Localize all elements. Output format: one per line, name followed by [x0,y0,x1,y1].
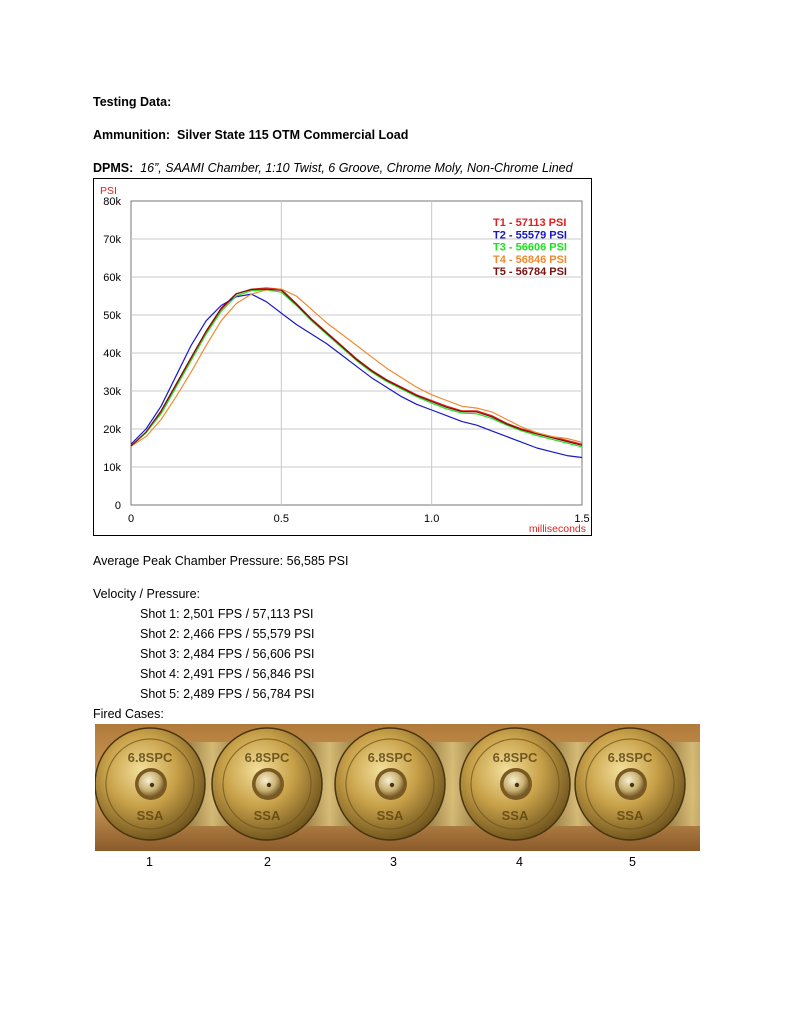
legend-entry-2: T2 - 55579 PSI [493,229,567,241]
y-tick-label: 0 [115,500,121,512]
x-tick-label: 0 [128,513,134,525]
y-tick-label: 40k [103,348,121,360]
firing-pin-mark [266,782,272,788]
case-number-4: 4 [516,855,523,869]
y-tick-label: 60k [103,272,121,284]
legend-entry-5: T5 - 56784 PSI [493,266,567,278]
y-tick-label: 20k [103,424,121,436]
case-ring [105,738,195,830]
headstamp-maker: SSA [377,808,404,823]
firing-pin-mark [389,782,395,788]
case-number-1: 1 [146,855,153,869]
shot-line-1: Shot 1: 2,501 FPS / 57,113 PSI [140,607,314,621]
headstamp-caliber: 6.8SPC [128,750,173,765]
headstamp-caliber: 6.8SPC [245,750,290,765]
headstamp-maker: SSA [254,808,281,823]
ammunition-label: Ammunition: [93,128,171,142]
average-pressure: Average Peak Chamber Pressure: 56,585 PS… [93,554,349,568]
pressure-chart-svg: 0 10k 20k 30k 40k 50k 60k 70k 80k 0 0.5 1.0 1.5 PSI mi… [100,185,590,535]
case-ring [585,738,675,830]
pressure-chart: 0 10k 20k 30k 40k 50k 60k 70k 80k 0 0.5 1.0 1.5 PSI mi… [93,178,592,536]
headstamp-caliber: 6.8SPC [493,750,538,765]
legend-entry-4: T4 - 56846 PSI [493,254,567,266]
cases-group: 6.8SPCSSA6.8SPCSSA6.8SPCSSA6.8SPCSSA6.8S… [95,727,700,841]
firing-pin-mark [149,782,155,788]
y-axis-label: PSI [100,185,117,197]
legend-entry-3: T3 - 56606 PSI [493,242,567,254]
case-ring [222,738,312,830]
case-number-3: 3 [390,855,397,869]
case-ring [345,738,435,830]
shot-line-4: Shot 4: 2,491 FPS / 56,846 PSI [140,667,315,681]
chart-axes: 0 10k 20k 30k 40k 50k 60k 70k 80k 0 0.5 1.0 1.5 PSI mi… [100,185,590,535]
fired-cases-heading: Fired Cases: [93,707,164,721]
shot-line-3: Shot 3: 2,484 FPS / 56,606 PSI [140,647,315,661]
page-heading: Testing Data: [93,95,172,109]
headstamp-caliber: 6.8SPC [608,750,653,765]
y-tick-label: 10k [103,462,121,474]
y-tick-label: 30k [103,386,121,398]
x-axis-label: milliseconds [529,523,586,535]
rifle-label: DPMS: [93,161,134,175]
x-tick-label: 0.5 [274,513,289,525]
y-tick-label: 80k [103,196,121,208]
y-tick-label: 50k [103,310,121,322]
series-line-3 [130,289,583,448]
series-line-2 [130,293,583,459]
headstamp-caliber: 6.8SPC [368,750,413,765]
chart-grid [130,200,583,506]
headstamp-maker: SSA [617,808,644,823]
firing-pin-mark [629,782,635,788]
x-tick-label: 1.5 [574,513,589,525]
x-tick-label: 1.0 [424,513,439,525]
headstamp-maker: SSA [137,808,164,823]
fired-cases-photo: 6.8SPC SSA 6.8SPC SSA 6.8SPC SSA 6.8SPC SSA 6.8S… [95,724,700,851]
velocity-heading: Velocity / Pressure: [93,587,200,601]
ammunition-line: Ammunition: Silver State 115 OTM Commerc… [93,128,408,142]
y-tick-label: 70k [103,234,121,246]
shot-line-5: Shot 5: 2,489 FPS / 56,784 PSI [140,687,315,701]
fired-case-5: 6.8SPC SSA [574,727,700,841]
shot-line-2: Shot 2: 2,466 FPS / 55,579 PSI [140,627,315,641]
case-ring [470,738,560,830]
case-number-2: 2 [264,855,271,869]
series-line-4 [130,288,583,447]
ammunition-value: Silver State 115 OTM Commercial Load [177,128,409,142]
case-number-5: 5 [629,855,636,869]
legend-entry-1: T1 - 57113 PSI [493,217,566,229]
firing-pin-mark [514,782,520,788]
rifle-line: DPMS: 16”, SAAMI Chamber, 1:10 Twist, 6 … [93,161,573,175]
headstamp-maker: SSA [502,808,529,823]
series-line-5 [130,288,583,447]
fired-case-3: 6.8SPC SSA [334,727,495,841]
rifle-value: 16”, SAAMI Chamber, 1:10 Twist, 6 Groove… [140,161,573,175]
chart-series [130,287,583,459]
